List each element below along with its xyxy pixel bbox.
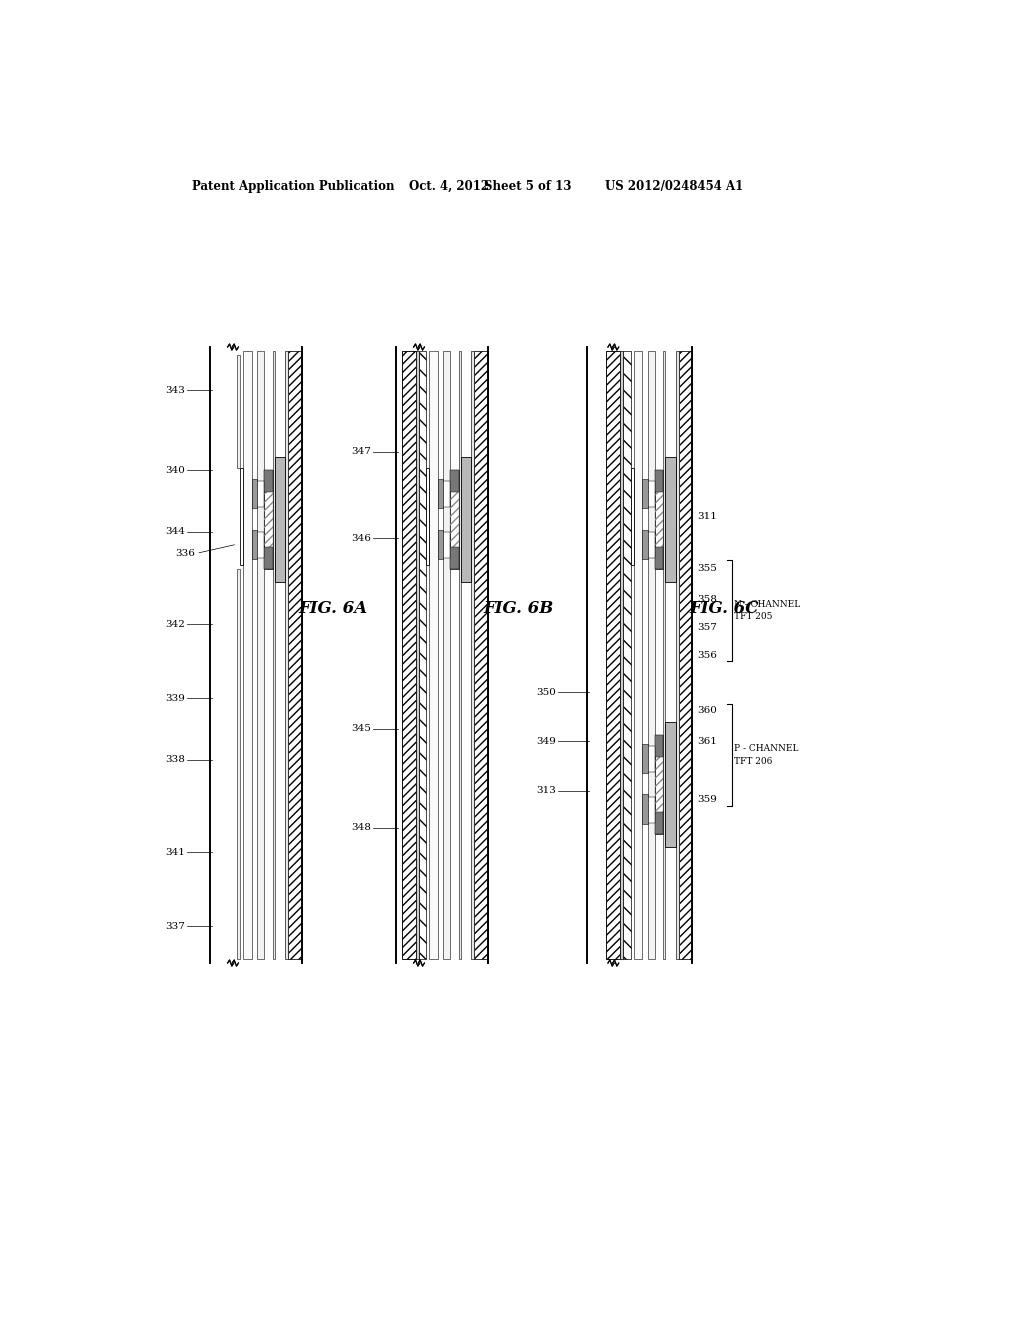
Bar xyxy=(241,467,244,565)
Bar xyxy=(416,351,419,960)
Text: 361: 361 xyxy=(697,737,717,746)
Bar xyxy=(252,529,257,558)
Bar xyxy=(257,532,264,558)
Text: P - CHANNEL: P - CHANNEL xyxy=(733,744,798,754)
Bar xyxy=(647,482,654,507)
Text: Patent Application Publication: Patent Application Publication xyxy=(191,180,394,193)
Bar xyxy=(606,351,620,960)
Bar xyxy=(252,479,257,508)
Text: TFT 205: TFT 205 xyxy=(733,612,772,620)
Text: 337: 337 xyxy=(166,921,185,931)
Bar xyxy=(631,467,634,565)
Text: 359: 359 xyxy=(697,796,717,804)
Bar xyxy=(654,546,664,569)
Text: 358: 358 xyxy=(697,595,717,605)
Text: 344: 344 xyxy=(166,528,185,536)
Bar xyxy=(264,470,273,569)
Bar xyxy=(264,546,273,569)
Bar xyxy=(471,351,474,960)
Text: TFT 206: TFT 206 xyxy=(733,756,772,766)
Bar xyxy=(676,351,679,960)
Bar xyxy=(429,351,438,960)
Bar xyxy=(443,532,451,558)
Text: 336: 336 xyxy=(175,549,195,558)
Bar xyxy=(654,735,664,756)
Bar xyxy=(264,470,273,492)
Bar xyxy=(451,546,459,569)
Bar xyxy=(654,470,664,569)
Bar xyxy=(647,746,654,772)
Text: 345: 345 xyxy=(351,725,372,734)
Bar xyxy=(443,351,451,960)
Bar xyxy=(642,529,647,558)
Text: 360: 360 xyxy=(697,706,717,715)
Text: 350: 350 xyxy=(537,688,556,697)
Bar xyxy=(286,351,289,960)
Bar xyxy=(474,351,487,960)
Bar xyxy=(289,351,302,960)
Text: 355: 355 xyxy=(697,565,717,573)
Text: 338: 338 xyxy=(166,755,185,764)
Bar xyxy=(451,470,459,569)
Text: 342: 342 xyxy=(166,620,185,628)
Bar xyxy=(647,797,654,822)
Text: 311: 311 xyxy=(697,512,717,521)
Bar xyxy=(438,479,443,508)
Bar xyxy=(419,351,426,960)
Bar xyxy=(647,532,654,558)
Bar xyxy=(257,482,264,507)
Text: N - CHANNEL: N - CHANNEL xyxy=(733,599,800,609)
Bar xyxy=(623,351,631,960)
Bar xyxy=(642,479,647,508)
Bar xyxy=(642,795,647,824)
Text: 349: 349 xyxy=(537,737,556,746)
Text: 343: 343 xyxy=(166,385,185,395)
Bar xyxy=(647,351,654,960)
Bar xyxy=(257,351,264,960)
Text: Oct. 4, 2012: Oct. 4, 2012 xyxy=(410,180,489,193)
Text: 341: 341 xyxy=(166,847,185,857)
Bar xyxy=(438,529,443,558)
Bar xyxy=(654,470,664,569)
Text: 347: 347 xyxy=(351,447,372,457)
Bar xyxy=(620,351,623,960)
Text: FIG. 6B: FIG. 6B xyxy=(483,601,553,618)
Bar xyxy=(459,351,461,960)
Bar xyxy=(654,735,664,833)
Bar xyxy=(461,458,471,582)
Bar xyxy=(244,351,252,960)
Text: Sheet 5 of 13: Sheet 5 of 13 xyxy=(484,180,572,193)
Bar xyxy=(666,458,676,582)
Bar xyxy=(451,470,459,569)
Text: 356: 356 xyxy=(697,651,717,660)
Bar xyxy=(634,351,642,960)
Bar xyxy=(664,351,666,960)
Text: FIG. 6A: FIG. 6A xyxy=(299,601,368,618)
Text: FIG. 6C: FIG. 6C xyxy=(690,601,760,618)
Text: US 2012/0248454 A1: US 2012/0248454 A1 xyxy=(604,180,742,193)
Bar xyxy=(443,482,451,507)
Text: 339: 339 xyxy=(166,694,185,702)
Text: 357: 357 xyxy=(697,623,717,632)
Bar xyxy=(275,458,286,582)
Bar xyxy=(666,722,676,846)
Bar xyxy=(237,569,241,960)
Text: 348: 348 xyxy=(351,824,372,832)
Bar xyxy=(264,470,273,569)
Text: 346: 346 xyxy=(351,533,372,543)
Bar xyxy=(451,470,459,492)
Text: 313: 313 xyxy=(537,787,556,795)
Bar xyxy=(401,351,416,960)
Bar xyxy=(237,355,241,467)
Bar xyxy=(426,467,429,565)
Bar xyxy=(642,743,647,772)
Bar xyxy=(654,812,664,833)
Bar xyxy=(273,351,275,960)
Bar xyxy=(654,735,664,833)
Bar xyxy=(654,470,664,492)
Bar xyxy=(679,351,692,960)
Text: 340: 340 xyxy=(166,466,185,475)
